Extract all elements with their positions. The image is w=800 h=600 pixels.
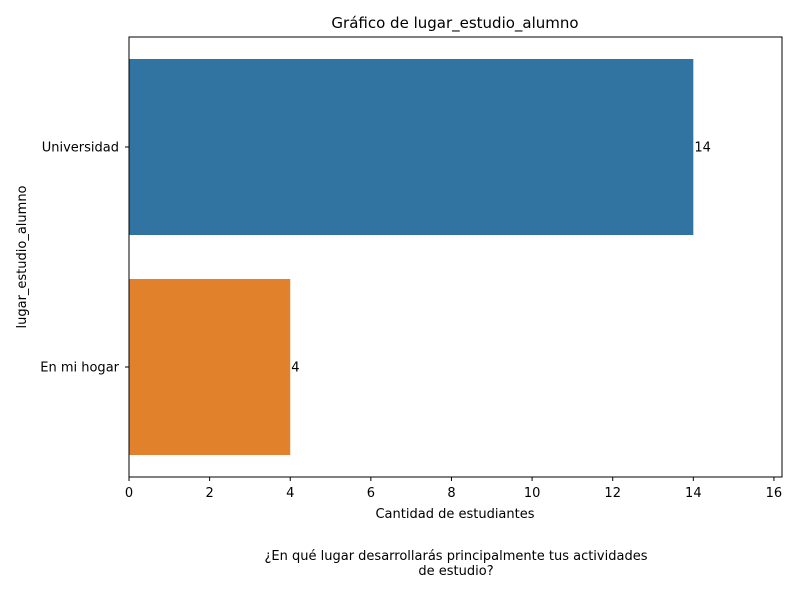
caption-line-2: de estudio? — [418, 564, 494, 579]
chart-title: Gráfico de lugar_estudio_alumno — [331, 14, 578, 33]
x-tick-label-5: 10 — [524, 486, 541, 501]
chart-caption: ¿En qué lugar desarrollarás principalmen… — [200, 549, 712, 579]
value-label-0: 14 — [694, 141, 711, 156]
bar-0 — [129, 59, 694, 235]
x-tick-label-8: 16 — [766, 486, 783, 501]
y-tick-label-0: Universidad — [42, 141, 119, 156]
plot-frame — [128, 36, 783, 478]
y-axis-label: lugar_estudio_alumno — [15, 185, 30, 328]
x-axis-label: Cantidad de estudiantes — [375, 507, 534, 522]
x-tick-label-0: 0 — [125, 486, 133, 501]
x-tick-label-2: 4 — [286, 486, 294, 501]
bars-group — [129, 59, 694, 455]
y-axis-ticks: Universidad En mi hogar — [40, 141, 129, 376]
value-label-1: 4 — [291, 361, 299, 376]
y-tick-label-1: En mi hogar — [40, 361, 119, 376]
x-tick-label-1: 2 — [205, 486, 213, 501]
x-axis-ticks: 0 2 4 6 8 10 12 14 16 — [125, 477, 782, 501]
x-tick-label-4: 8 — [447, 486, 455, 501]
x-tick-label-6: 12 — [604, 486, 621, 501]
caption-line-1: ¿En qué lugar desarrollarás principalmen… — [264, 549, 648, 564]
x-tick-label-3: 6 — [367, 486, 375, 501]
x-tick-label-7: 14 — [685, 486, 702, 501]
bar-1 — [129, 279, 291, 455]
value-labels-group: 14 4 — [291, 141, 711, 376]
